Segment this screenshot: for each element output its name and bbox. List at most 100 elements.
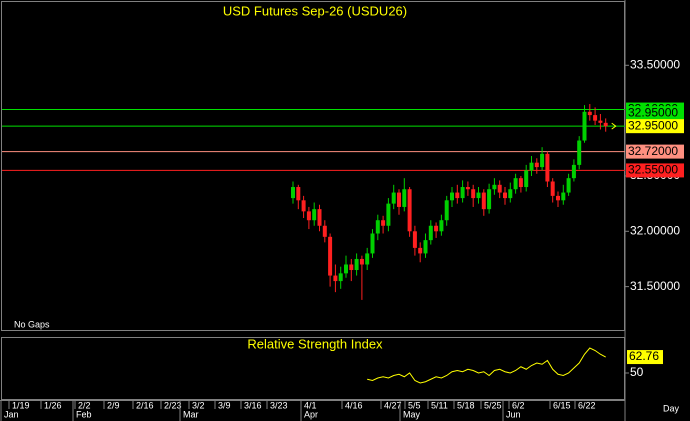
candle-body <box>455 192 460 199</box>
candle-body <box>333 275 338 282</box>
x-tick-label: 6/15 <box>553 400 571 410</box>
month-label: May <box>403 409 421 419</box>
candle-body <box>476 192 481 199</box>
y-tick-label: 32.00000 <box>630 223 680 237</box>
month-label: Apr <box>304 409 318 419</box>
candle-body <box>439 220 444 232</box>
candle-body <box>492 184 497 190</box>
candle-body <box>349 264 354 271</box>
candle-body <box>561 192 566 201</box>
x-tick-label: 3/16 <box>244 400 262 410</box>
candle-body <box>571 164 576 179</box>
candle-body <box>381 220 386 226</box>
candle-body <box>503 192 507 199</box>
candle-body <box>412 231 417 248</box>
candle-body <box>407 189 412 232</box>
candle-body <box>301 200 306 212</box>
y-tick-label: 33.50000 <box>630 57 680 71</box>
rsi-line <box>367 347 606 384</box>
y-tick-label: 50 <box>630 365 644 379</box>
candle-body <box>402 189 407 207</box>
candle-body <box>428 225 433 241</box>
candle-body <box>540 153 545 168</box>
candle-body <box>418 247 423 254</box>
candle-body <box>497 184 502 193</box>
month-label: Jan <box>4 409 19 419</box>
candle-body <box>460 187 465 199</box>
x-tick-label: 1/19 <box>12 400 30 410</box>
candle-body <box>534 162 539 168</box>
candle-body <box>450 192 454 201</box>
candle-body <box>577 140 582 165</box>
candle-body <box>587 111 592 116</box>
candle-body <box>434 225 439 232</box>
rsi-value-label: 62.76 <box>629 349 659 363</box>
x-tick-label: 6/22 <box>578 400 596 410</box>
candle-body <box>370 233 375 254</box>
candle-body <box>550 181 555 196</box>
candle-body <box>317 209 322 226</box>
last-price-box <box>626 119 684 134</box>
month-label: Jun <box>506 409 521 419</box>
x-tick-label: 5/11 <box>431 400 448 410</box>
last-price-label: 32.95000 <box>628 118 678 132</box>
level-label: 32.55000 <box>628 163 678 177</box>
candle-body <box>365 253 370 265</box>
candle-body <box>338 273 343 282</box>
candle-body <box>375 220 380 234</box>
candle-body <box>487 189 492 210</box>
candle-body <box>465 187 470 190</box>
x-tick-label: 5/25 <box>484 400 502 410</box>
chart-title: USD Futures Sep-26 (USDU26) <box>223 3 407 18</box>
candle-body <box>296 187 301 201</box>
candle-body <box>291 187 295 199</box>
candle-body <box>322 225 327 237</box>
candle-body <box>328 236 333 276</box>
x-unit: Day <box>663 403 680 413</box>
candle-body <box>603 122 608 127</box>
x-tick-label: 2/9 <box>107 400 120 410</box>
rsi-value-box <box>627 350 663 365</box>
candle-body <box>524 170 529 188</box>
candle-body <box>423 240 428 254</box>
candle-body <box>444 200 449 221</box>
level-label-box <box>626 163 684 178</box>
candle-body <box>518 178 523 188</box>
x-tick-label: 4/16 <box>345 400 363 410</box>
candle-body <box>397 192 401 207</box>
candle-body <box>471 189 476 199</box>
candle-body <box>556 195 560 201</box>
x-tick-label: 3/2 <box>192 400 205 410</box>
x-tick-label: 4/1 <box>304 400 317 410</box>
x-tick-label: 5/18 <box>457 400 475 410</box>
x-tick-label: 6/2 <box>512 400 525 410</box>
x-tick-label: 2/23 <box>164 400 182 410</box>
month-label: Mar <box>183 409 199 419</box>
candle-body <box>312 209 317 221</box>
level-label: 32.72000 <box>628 144 678 158</box>
candle-body <box>545 153 550 182</box>
candle-body <box>582 111 587 141</box>
x-tick-label: 4/27 <box>384 400 402 410</box>
candle-body <box>306 211 311 221</box>
rsi-title: Relative Strength Index <box>247 336 383 351</box>
x-tick-label: 3/9 <box>218 400 231 410</box>
candle-body <box>354 258 359 271</box>
candle-body <box>344 264 348 274</box>
level-label-box <box>626 144 684 159</box>
candle-body <box>529 162 534 171</box>
x-tick-label: 1/26 <box>44 400 62 410</box>
note: No Gaps <box>14 319 50 329</box>
candle-body <box>566 178 571 193</box>
level-label-box <box>626 106 684 121</box>
candle-body <box>598 120 603 123</box>
x-tick-label: 2/16 <box>136 400 154 410</box>
x-tick-label: 3/23 <box>270 400 288 410</box>
candle-body <box>386 203 391 226</box>
x-tick-label: 5/5 <box>408 400 421 410</box>
candle-body <box>359 258 364 265</box>
candle-body <box>593 115 598 121</box>
last-price-arrow <box>611 122 617 130</box>
candle-body <box>391 192 396 204</box>
